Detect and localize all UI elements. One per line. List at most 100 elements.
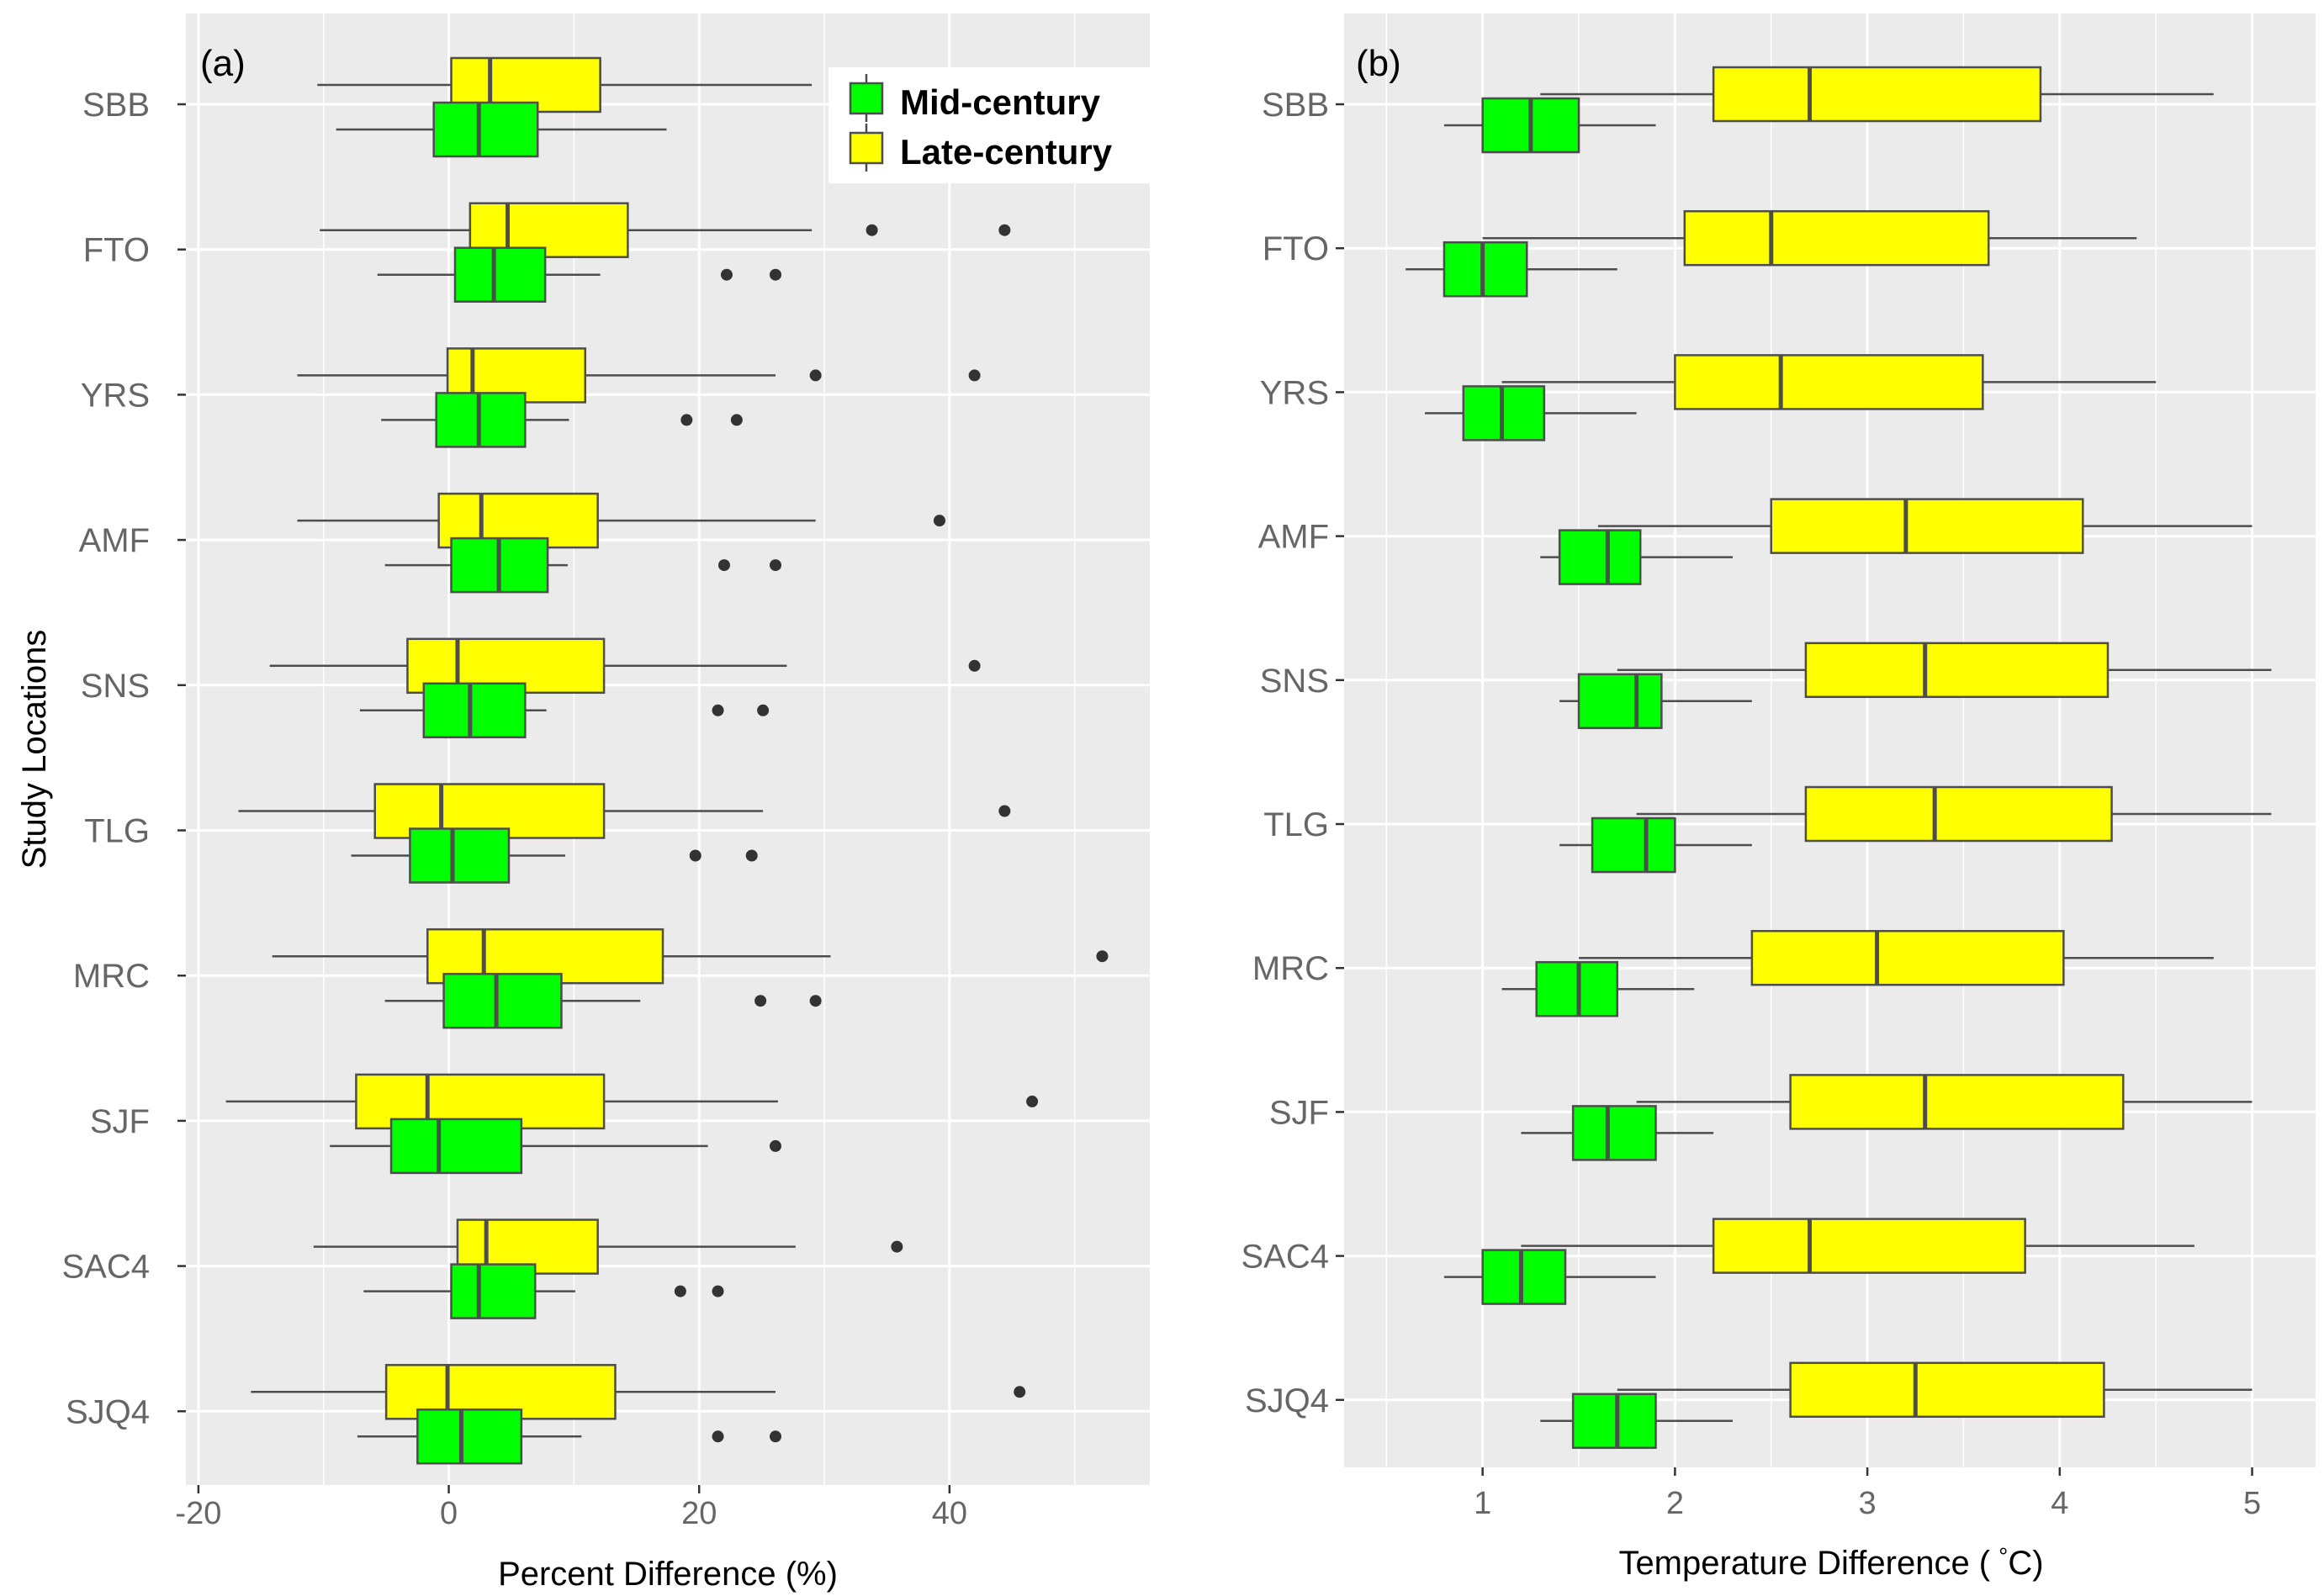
mid-outlier-tlg [689,849,701,862]
mid-outlier-yrs [730,414,743,426]
x-tick-label: 20 [681,1496,717,1531]
mid-box-sjq4 [416,1408,523,1465]
mid-outlier-mrc [809,995,822,1007]
mid-box-fto [1443,240,1528,298]
y-tick-label-sns: SNS [1260,663,1329,700]
late-box-sbb [1712,66,2042,123]
legend-mid-label: Mid-century [900,82,1101,122]
late-box-fto [1683,209,1990,267]
mid-outlier-sac4 [674,1285,686,1297]
y-tick-label-amf: AMF [1258,519,1329,556]
mid-box-sjq4 [1571,1393,1657,1450]
y-tick-label-amf: AMF [79,522,150,559]
x-tick-label: 5 [2243,1486,2261,1521]
y-tick-label-sjf: SJF [1269,1094,1329,1131]
legend: Mid-century Late-century [828,67,1150,183]
mid-box-sac4 [450,1263,537,1319]
y-tick-label-mrc: MRC [1252,950,1329,987]
mid-outlier-sac4 [712,1285,724,1297]
late-outlier-yrs [809,369,822,382]
mid-box-fto [453,246,547,303]
late-outlier-tlg [998,805,1011,817]
y-tick-label-yrs: YRS [1260,374,1329,411]
x-tick-label: 3 [1859,1486,1877,1521]
panel-a-x-axis-title: Percent Difference (%) [498,1556,838,1593]
mid-box-sbb [432,101,539,158]
mid-box-tlg [409,827,511,884]
y-tick-label-sjf: SJF [90,1103,150,1140]
panel-a-background [186,13,1150,1485]
mid-outlier-fto [720,268,733,281]
y-tick-label-sac4: SAC4 [1241,1239,1330,1276]
mid-outlier-sjq4 [769,1430,781,1443]
mid-outlier-amf [769,559,781,572]
panel-b-x-axis-title: Temperature Difference ( °C) [1618,1543,2043,1582]
y-tick-label-tlg: TLG [84,813,150,850]
mid-box-sns [422,682,527,739]
panel-b-x-axis-title-unit: C) [2008,1545,2043,1582]
mid-box-sns [1577,673,1663,730]
late-box-sjf [1789,1074,2125,1130]
late-outlier-sjf [1026,1095,1039,1107]
y-tick-label-tlg: TLG [1263,806,1329,843]
late-box-sjq4 [1789,1361,2105,1419]
late-outlier-mrc [1096,950,1109,963]
late-box-sac4 [1712,1218,2026,1274]
mid-box-sjf [1571,1105,1657,1161]
late-box-yrs [1674,354,1984,410]
x-tick-label: 2 [1666,1486,1684,1521]
late-outlier-sac4 [891,1240,903,1253]
late-outlier-sns [968,659,981,672]
y-tick-label-sjq4: SJQ4 [66,1393,150,1430]
legend-late-swatch [849,131,884,165]
mid-box-mrc [442,972,563,1029]
legend-late-label: Late-century [900,132,1113,172]
mid-outlier-sjq4 [712,1430,724,1443]
y-tick-label-fto: FTO [1263,230,1329,267]
panel-b-x-axis-title-text: Temperature Difference ( [1618,1545,1990,1582]
y-tick-label-mrc: MRC [73,958,150,995]
y-tick-label-sac4: SAC4 [62,1249,151,1286]
y-tick-label-sns: SNS [81,668,150,705]
panel-b-x-axis-title-degree: ° [1998,1543,2008,1569]
late-outlier-fto [866,224,878,236]
y-tick-label-sbb: SBB [82,87,150,124]
late-outlier-amf [933,515,945,527]
y-tick-label-sjq4: SJQ4 [1245,1382,1329,1419]
x-tick-label: 4 [2051,1486,2068,1521]
panel-b-ticks: 1 2 3 4 5 SBB FTO YRS AMF SNS TLG MRC SJF SAC4 SJQ4 [1241,87,2262,1521]
x-tick-label: -20 [175,1496,221,1531]
y-tick-label-fto: FTO [83,232,150,269]
panel-a-label: (a) [200,43,246,84]
mid-box-sac4 [1481,1249,1567,1305]
mid-box-sjf [389,1118,523,1175]
mid-outlier-sns [757,704,770,716]
panel-a-ticks: -20 0 20 40 SBB FTO YRS AMF SNS TLG MRC SJF SAC4 SJQ4 [62,87,968,1531]
mid-outlier-tlg [745,849,758,862]
panel-a-y-axis-title: Study Locations [16,630,53,869]
late-outlier-sjq4 [1014,1386,1026,1398]
late-box-sns [1804,642,2110,699]
panel-a-gridlines [186,13,1150,1485]
mid-outlier-sjf [769,1139,781,1152]
late-outlier-fto [998,224,1011,236]
panel-b: 1 2 3 4 5 SBB FTO YRS AMF SNS TLG MRC SJF SAC4 SJQ4 (b… [1241,13,2316,1582]
x-tick-label: 40 [932,1496,967,1531]
mid-outlier-sns [712,704,724,716]
mid-outlier-mrc [754,995,767,1007]
late-box-amf [1770,498,2084,554]
panel-a: -20 0 20 40 SBB FTO YRS AMF SNS TLG MRC SJF SAC4 SJQ4… [16,13,1150,1593]
mid-outlier-fto [769,268,781,281]
late-box-tlg [1804,785,2113,843]
late-box-mrc [1750,929,2065,986]
mid-box-amf [1558,529,1642,585]
mid-outlier-yrs [680,414,693,426]
x-tick-label: 1 [1474,1486,1491,1521]
y-tick-label-yrs: YRS [81,377,150,414]
y-tick-label-sbb: SBB [1262,87,1329,124]
mid-box-tlg [1591,816,1676,874]
x-tick-label: 0 [440,1496,458,1531]
mid-outlier-amf [717,559,730,572]
late-outlier-yrs [968,369,981,382]
